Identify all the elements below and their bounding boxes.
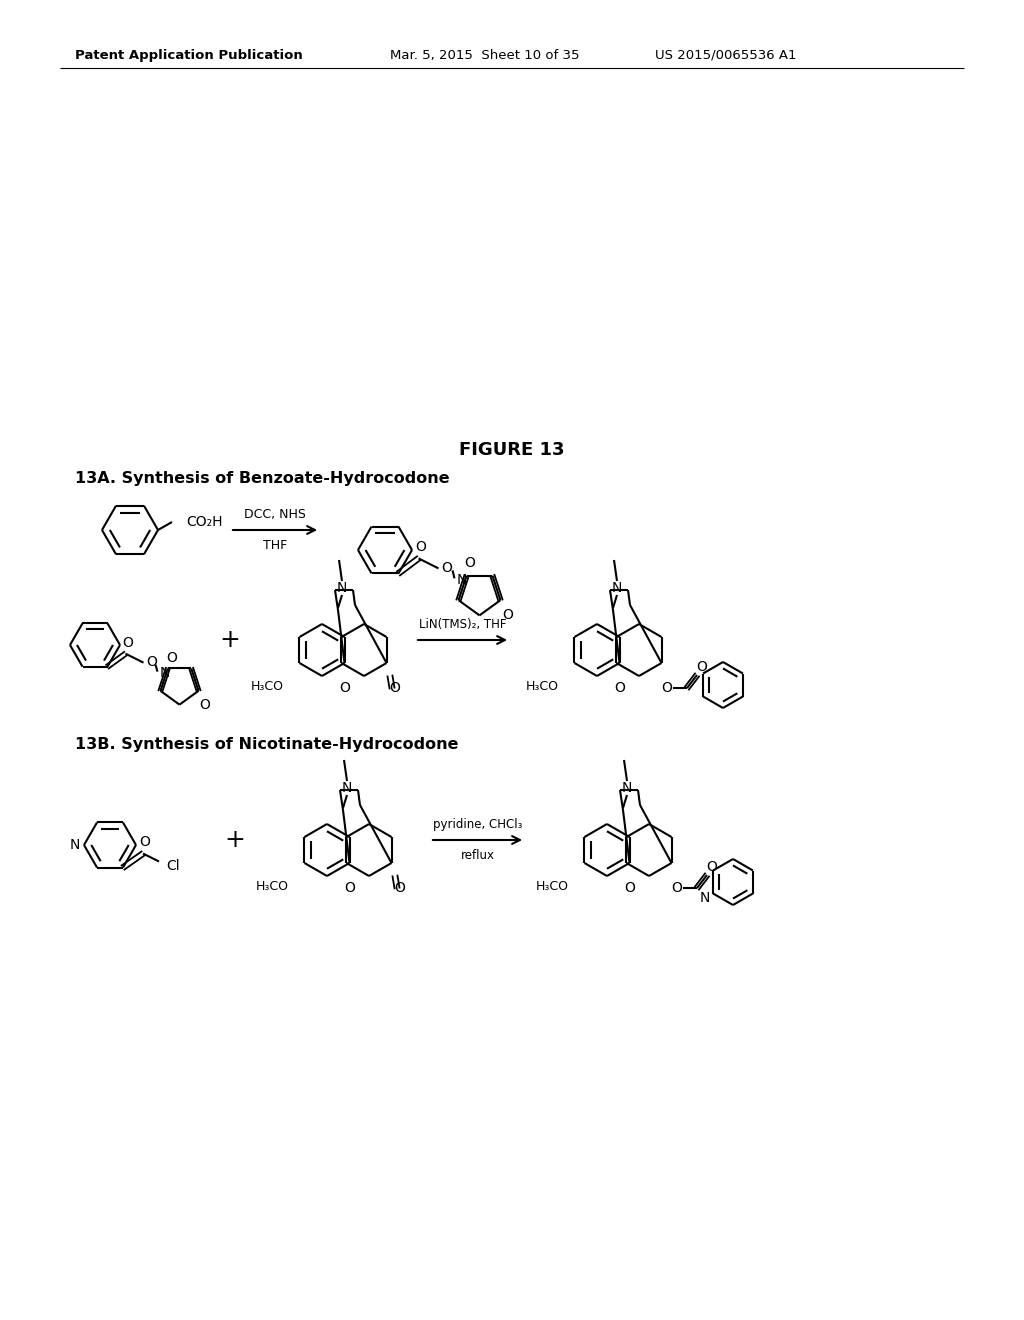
Text: +: + [224, 828, 246, 851]
Text: H₃CO: H₃CO [251, 680, 284, 693]
Text: Cl: Cl [166, 858, 179, 873]
Text: O: O [139, 834, 151, 849]
Text: O: O [696, 660, 708, 675]
Text: DCC, NHS: DCC, NHS [244, 508, 306, 521]
Text: N: N [160, 665, 170, 680]
Text: O: O [464, 557, 475, 570]
Text: +: + [219, 628, 241, 652]
Text: LiN(TMS)₂, THF: LiN(TMS)₂, THF [419, 618, 506, 631]
Text: H₃CO: H₃CO [256, 879, 289, 892]
Text: N: N [611, 581, 623, 595]
Text: O: O [394, 880, 406, 895]
Text: CO₂H: CO₂H [186, 515, 222, 529]
Text: 13A. Synthesis of Benzoate-Hydrocodone: 13A. Synthesis of Benzoate-Hydrocodone [75, 470, 450, 486]
Text: 13B. Synthesis of Nicotinate-Hydrocodone: 13B. Synthesis of Nicotinate-Hydrocodone [75, 738, 459, 752]
Text: Patent Application Publication: Patent Application Publication [75, 49, 303, 62]
Text: O: O [614, 681, 626, 696]
Text: N: N [70, 838, 80, 851]
Text: H₃CO: H₃CO [536, 879, 569, 892]
Text: Mar. 5, 2015  Sheet 10 of 35: Mar. 5, 2015 Sheet 10 of 35 [390, 49, 580, 62]
Text: H₃CO: H₃CO [526, 680, 559, 693]
Text: N: N [342, 781, 352, 795]
Text: THF: THF [263, 539, 287, 552]
Text: O: O [199, 698, 210, 711]
Text: pyridine, CHCl₃: pyridine, CHCl₃ [433, 818, 522, 832]
Text: O: O [672, 880, 682, 895]
Text: O: O [340, 681, 350, 696]
Text: O: O [662, 681, 673, 696]
Text: N: N [337, 581, 347, 595]
Text: N: N [457, 573, 467, 587]
Text: O: O [344, 880, 355, 895]
Text: O: O [441, 561, 452, 576]
Text: O: O [122, 636, 133, 649]
Text: O: O [146, 655, 157, 669]
Text: O: O [166, 651, 177, 665]
Text: US 2015/0065536 A1: US 2015/0065536 A1 [655, 49, 797, 62]
Text: O: O [389, 681, 400, 696]
Text: O: O [502, 609, 513, 623]
Text: O: O [415, 540, 426, 554]
Text: O: O [707, 861, 718, 874]
Text: O: O [625, 880, 636, 895]
Text: FIGURE 13: FIGURE 13 [459, 441, 565, 459]
Text: N: N [700, 891, 711, 906]
Text: reflux: reflux [461, 849, 495, 862]
Text: N: N [622, 781, 632, 795]
